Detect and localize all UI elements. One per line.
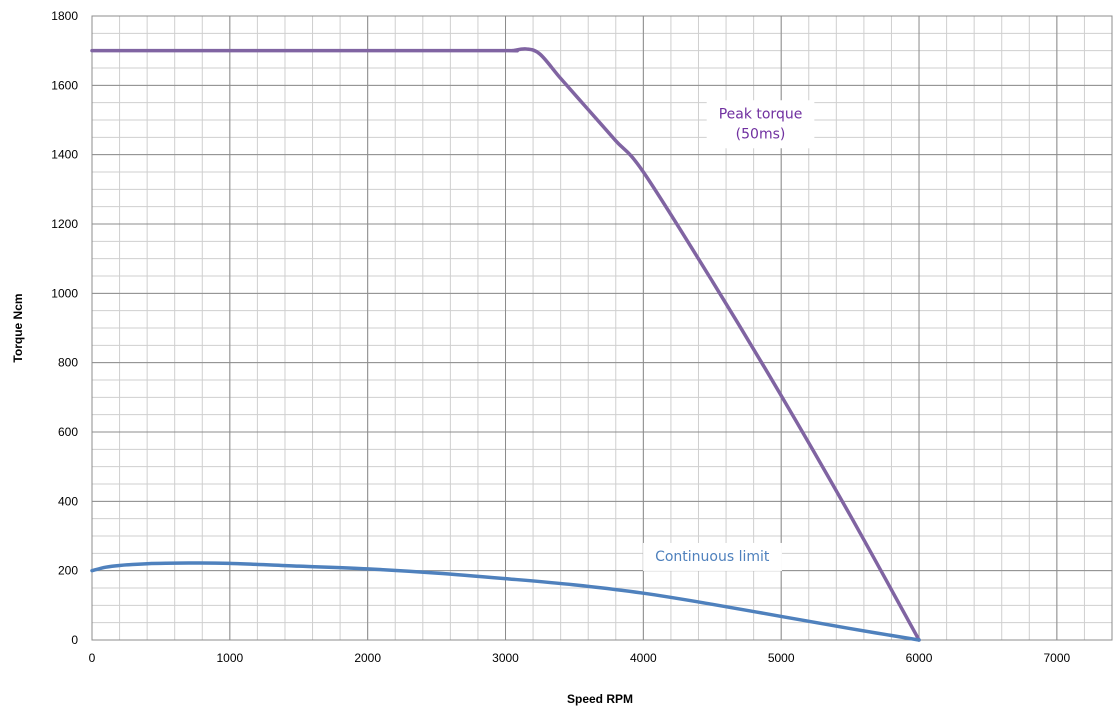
series-line-peak-torque [90,47,921,642]
y-tick-label: 800 [58,356,78,370]
grid-minor [91,15,1113,641]
y-tick-label: 1400 [51,148,78,162]
plot-frame [91,15,1113,641]
x-tick-label: 3000 [492,651,519,665]
x-axis-title: Speed RPM [567,692,633,706]
x-tick-label: 7000 [1044,651,1071,665]
series-layer [90,47,921,642]
annotation-background [643,542,782,571]
x-tick-label: 2000 [354,651,381,665]
y-tick-label: 1600 [51,78,78,92]
y-axis-title: Torque Ncm [11,293,25,362]
y-tick-label: 600 [58,425,78,439]
annotation-label: Peak torque [719,106,803,122]
y-tick-labels: 0 200 400 600 800 1000 1200 1400 1600 1800 [51,9,78,647]
y-tick-label: 400 [58,494,78,508]
grid-major [91,15,1113,641]
x-tick-label: 6000 [906,651,933,665]
x-tick-label: 1000 [216,651,243,665]
x-tick-labels: 0 1000 2000 3000 4000 5000 6000 7000 [89,651,1071,665]
x-tick-label: 0 [89,651,96,665]
y-tick-label: 1200 [51,217,78,231]
y-tick-label: 1000 [51,286,78,300]
y-tick-label: 0 [71,633,78,647]
annotation-label: Continuous limit [655,549,770,565]
y-tick-label: 1800 [51,9,78,23]
series-line-continuous-limit [90,561,921,642]
x-tick-label: 4000 [630,651,657,665]
annotations: Peak torque (50ms) Continuous limit [643,100,815,571]
annotation-background [706,100,815,149]
y-tick-label: 200 [58,564,78,578]
annotation-label: (50ms) [736,126,786,142]
x-tick-label: 5000 [768,651,795,665]
annotation-continuous-limit: Continuous limit [643,542,782,571]
annotation-peak-torque: Peak torque (50ms) [706,100,815,149]
